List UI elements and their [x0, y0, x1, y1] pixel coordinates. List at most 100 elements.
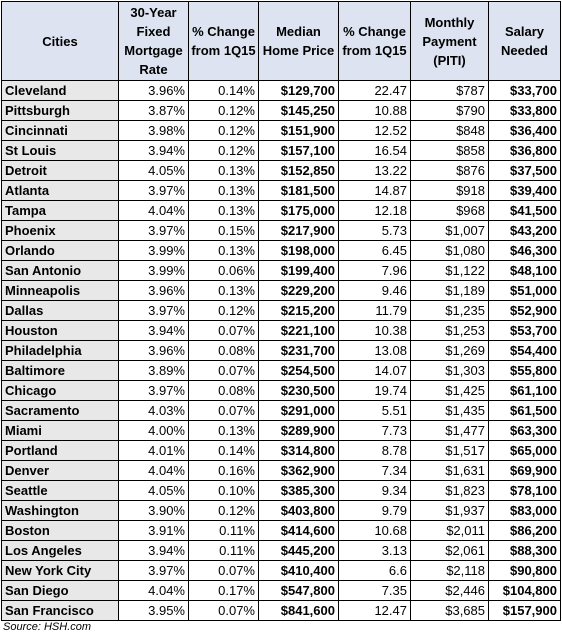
- cell-city: Los Angeles: [1, 540, 119, 561]
- table-row: Washington 3.90% 0.12% $403,800 9.79 $1,937 $8…: [1, 500, 561, 521]
- header-cities: Cities: [1, 1, 119, 81]
- cell-monthly-payment: $848: [410, 120, 489, 141]
- header-monthly-payment: Monthly Payment (PITI): [410, 1, 489, 81]
- cell-rate-change: 0.11%: [188, 520, 259, 541]
- table-row: Seattle 4.05% 0.10% $385,300 9.34 $1,823 $78,1…: [1, 480, 561, 501]
- cell-monthly-payment: $1,517: [410, 440, 489, 461]
- cell-monthly-payment: $1,477: [410, 420, 489, 441]
- cell-salary: $83,000: [488, 500, 561, 521]
- cell-median-price: $151,900: [258, 120, 339, 141]
- cell-median-price: $254,500: [258, 360, 339, 381]
- cell-median-price: $145,250: [258, 100, 339, 121]
- cell-city: Baltimore: [1, 360, 119, 381]
- cell-rate: 4.05%: [118, 480, 189, 501]
- cell-salary: $157,900: [488, 600, 561, 621]
- cell-price-change: 10.68: [338, 520, 411, 541]
- cell-rate: 3.94%: [118, 320, 189, 341]
- table-row: Portland 4.01% 0.14% $314,800 8.78 $1,517 $65,…: [1, 440, 561, 461]
- cell-city: Phoenix: [1, 220, 119, 241]
- cell-monthly-payment: $876: [410, 160, 489, 181]
- cell-city: Sacramento: [1, 400, 119, 421]
- cell-median-price: $414,600: [258, 520, 339, 541]
- table-row: Denver 4.04% 0.16% $362,900 7.34 $1,631 $69,90…: [1, 460, 561, 481]
- cell-rate-change: 0.10%: [188, 480, 259, 501]
- cell-rate-change: 0.14%: [188, 80, 259, 101]
- cell-rate: 3.98%: [118, 120, 189, 141]
- cell-salary: $90,800: [488, 560, 561, 581]
- cell-monthly-payment: $1,937: [410, 500, 489, 521]
- cell-city: Cincinnati: [1, 120, 119, 141]
- cell-rate: 3.95%: [118, 600, 189, 621]
- cell-rate: 4.05%: [118, 160, 189, 181]
- cell-rate-change: 0.08%: [188, 340, 259, 361]
- cell-median-price: $230,500: [258, 380, 339, 401]
- cell-price-change: 12.52: [338, 120, 411, 141]
- cell-rate: 3.96%: [118, 280, 189, 301]
- cell-rate: 3.97%: [118, 180, 189, 201]
- cell-rate-change: 0.13%: [188, 280, 259, 301]
- header-change-rate: % Change from 1Q15: [188, 1, 259, 81]
- cell-monthly-payment: $1,425: [410, 380, 489, 401]
- cell-price-change: 7.96: [338, 260, 411, 281]
- cell-city: Dallas: [1, 300, 119, 321]
- header-median-price: Median Home Price: [258, 1, 339, 81]
- cell-salary: $51,000: [488, 280, 561, 301]
- cell-city: Miami: [1, 420, 119, 441]
- cell-city: Washington: [1, 500, 119, 521]
- cell-city: Denver: [1, 460, 119, 481]
- cell-rate: 4.04%: [118, 200, 189, 221]
- cell-price-change: 12.47: [338, 600, 411, 621]
- cell-city: Seattle: [1, 480, 119, 501]
- cell-monthly-payment: $2,011: [410, 520, 489, 541]
- cell-salary: $36,400: [488, 120, 561, 141]
- cell-city: Portland: [1, 440, 119, 461]
- cell-price-change: 9.46: [338, 280, 411, 301]
- cell-rate: 3.89%: [118, 360, 189, 381]
- cell-price-change: 13.22: [338, 160, 411, 181]
- cell-city: Minneapolis: [1, 280, 119, 301]
- cell-rate-change: 0.15%: [188, 220, 259, 241]
- cell-monthly-payment: $787: [410, 80, 489, 101]
- cell-salary: $36,800: [488, 140, 561, 161]
- cell-price-change: 19.74: [338, 380, 411, 401]
- cell-monthly-payment: $1,253: [410, 320, 489, 341]
- cell-rate-change: 0.08%: [188, 380, 259, 401]
- cell-salary: $33,800: [488, 100, 561, 121]
- cell-median-price: $314,800: [258, 440, 339, 461]
- cell-city: Tampa: [1, 200, 119, 221]
- cell-monthly-payment: $1,823: [410, 480, 489, 501]
- cell-monthly-payment: $858: [410, 140, 489, 161]
- cell-rate: 4.04%: [118, 460, 189, 481]
- cell-salary: $55,800: [488, 360, 561, 381]
- cell-salary: $48,100: [488, 260, 561, 281]
- cell-price-change: 12.18: [338, 200, 411, 221]
- cell-rate-change: 0.06%: [188, 260, 259, 281]
- cell-median-price: $181,500: [258, 180, 339, 201]
- cell-monthly-payment: $1,303: [410, 360, 489, 381]
- cell-monthly-payment: $790: [410, 100, 489, 121]
- cell-price-change: 9.79: [338, 500, 411, 521]
- cell-city: Boston: [1, 520, 119, 541]
- cell-price-change: 14.07: [338, 360, 411, 381]
- cell-salary: $46,300: [488, 240, 561, 261]
- table-row: Cincinnati 3.98% 0.12% $151,900 12.52 $848 $36…: [1, 120, 561, 141]
- cell-city: San Francisco: [1, 600, 119, 621]
- cell-rate-change: 0.12%: [188, 300, 259, 321]
- cell-salary: $65,000: [488, 440, 561, 461]
- cell-monthly-payment: $968: [410, 200, 489, 221]
- cell-rate: 3.90%: [118, 500, 189, 521]
- cell-median-price: $215,200: [258, 300, 339, 321]
- cell-median-price: $362,900: [258, 460, 339, 481]
- cell-rate-change: 0.07%: [188, 560, 259, 581]
- cell-median-price: $231,700: [258, 340, 339, 361]
- cell-rate-change: 0.13%: [188, 240, 259, 261]
- cell-price-change: 5.73: [338, 220, 411, 241]
- cell-price-change: 16.54: [338, 140, 411, 161]
- cell-city: Philadelphia: [1, 340, 119, 361]
- cell-city: Houston: [1, 320, 119, 341]
- cell-monthly-payment: $1,435: [410, 400, 489, 421]
- source-note: Source: HSH.com: [3, 621, 92, 633]
- cell-city: St Louis: [1, 140, 119, 161]
- housing-table: Cities 30-Year Fixed Mortgage Rate % Cha…: [1, 1, 561, 621]
- table-row: Miami 4.00% 0.13% $289,900 7.73 $1,477 $63,300: [1, 420, 561, 441]
